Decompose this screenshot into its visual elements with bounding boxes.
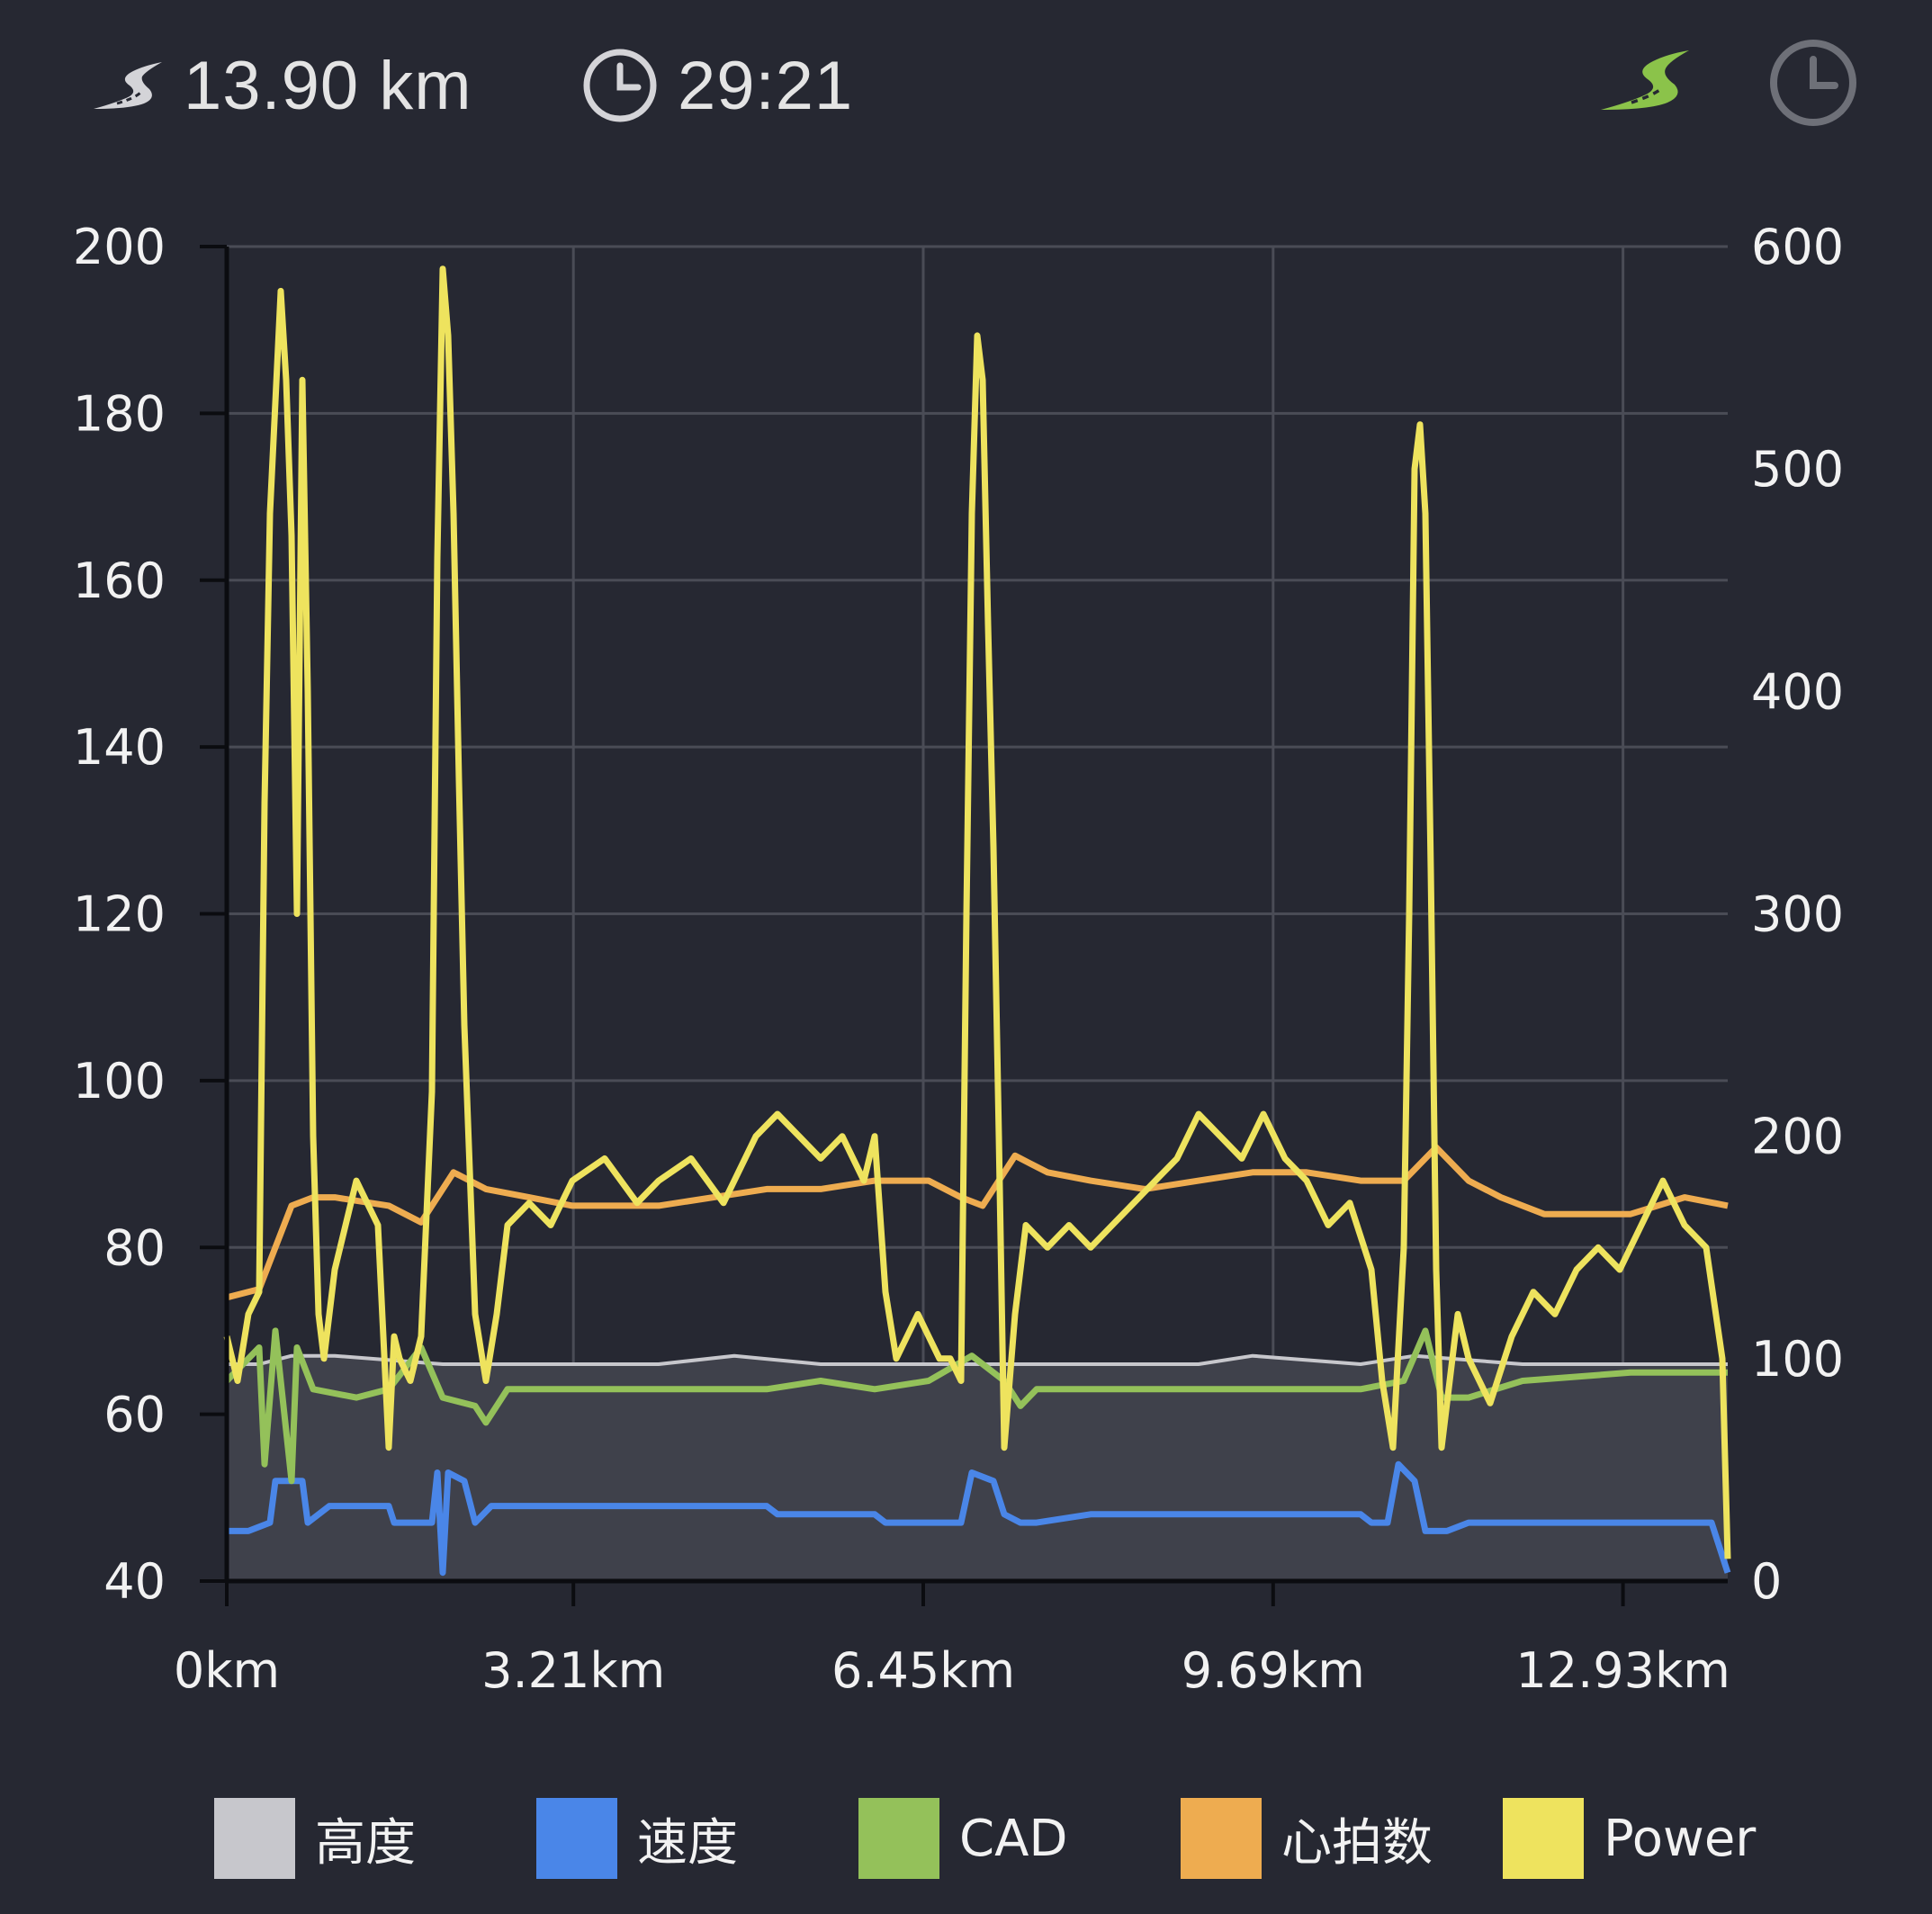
y-left-tick-label: 120: [73, 886, 166, 943]
y-right-tick-label: 400: [1751, 663, 1844, 720]
time-value: 29:21: [678, 47, 854, 124]
legend-item: 速度: [536, 1798, 738, 1879]
y-left-tick-label: 40: [103, 1553, 166, 1610]
y-right-tick-label: 500: [1751, 441, 1844, 498]
legend-swatch: [1503, 1798, 1584, 1879]
chart-series: [223, 265, 1731, 1581]
x-tick-label: 12.93km: [1515, 1642, 1730, 1699]
distance-value: 13.90 km: [184, 47, 472, 124]
legend-swatch: [1181, 1798, 1262, 1879]
legend-item: Power: [1503, 1798, 1756, 1879]
clock-icon: [583, 49, 657, 122]
y-right-tick-label: 300: [1751, 886, 1844, 943]
x-tick-label: 6.45km: [831, 1642, 1015, 1699]
distance-summary: 13.90 km: [90, 36, 472, 135]
power-line: [223, 265, 1731, 1559]
y-left-tick-label: 80: [103, 1219, 166, 1276]
legend-label: CAD: [959, 1809, 1068, 1868]
y-right-tick-label: 100: [1751, 1331, 1844, 1388]
chart-axes: [200, 245, 1728, 1606]
legend-item: 高度: [214, 1798, 416, 1879]
legend-label: Power: [1604, 1809, 1757, 1868]
road-icon-active: [1601, 50, 1689, 110]
legend-item: 心拍数: [1181, 1798, 1433, 1879]
clock-icon-toggle: [1770, 40, 1856, 126]
x-tick-label: 0km: [174, 1642, 280, 1699]
y-left-tick-label: 160: [73, 553, 166, 609]
altitude-fill: [227, 1355, 1728, 1581]
legend-swatch: [858, 1798, 939, 1879]
legend-label: 速度: [637, 1813, 738, 1873]
legend-label: 高度: [315, 1813, 416, 1873]
legend-swatch: [536, 1798, 617, 1879]
time-summary: 29:21: [580, 36, 853, 135]
x-axis-time-toggle[interactable]: [1766, 36, 1860, 133]
y-right-tick-label: 600: [1751, 219, 1844, 275]
x-tick-label: 9.69km: [1182, 1642, 1365, 1699]
y-left-tick-label: 180: [73, 385, 166, 442]
cadence-line: [224, 1327, 1728, 1485]
road-icon: [94, 62, 162, 109]
y-left-tick-label: 60: [103, 1387, 166, 1443]
summary-header: 13.90 km 29:21: [0, 0, 1932, 171]
legend-item: CAD: [858, 1798, 1068, 1879]
chart-legend: 高度 速度 CAD 心拍数 Power: [0, 1791, 1932, 1881]
legend-swatch: [214, 1798, 295, 1879]
y-left-tick-label: 200: [73, 219, 166, 275]
heart-rate-line: [226, 1144, 1729, 1301]
x-tick-label: 3.21km: [481, 1642, 665, 1699]
activity-chart: 40 60 80 100 120 140 160 180 200 0 100 200 300 400 500…: [73, 219, 1844, 1699]
x-axis-distance-toggle[interactable]: [1597, 47, 1691, 117]
y-right-tick-label: 0: [1751, 1553, 1782, 1610]
y-right-tick-label: 200: [1751, 1109, 1844, 1165]
legend-label: 心拍数: [1281, 1813, 1433, 1873]
chart-tick-labels: 40 60 80 100 120 140 160 180 200 0 100 200 300 400 500…: [73, 219, 1844, 1699]
y-left-tick-label: 140: [73, 719, 166, 776]
y-left-tick-label: 100: [73, 1053, 166, 1110]
speed-line: [227, 1460, 1731, 1577]
